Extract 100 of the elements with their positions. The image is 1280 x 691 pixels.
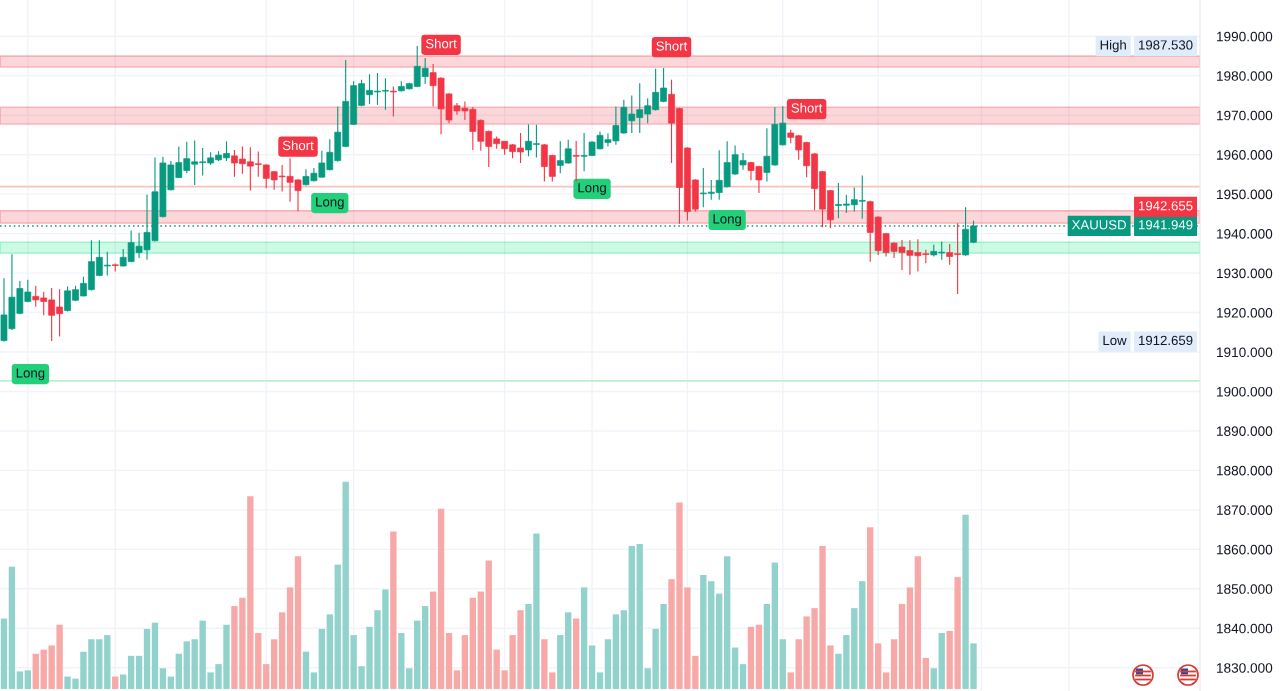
bar <box>175 653 182 689</box>
bar <box>0 618 8 689</box>
bar <box>445 633 453 689</box>
bar <box>278 612 286 689</box>
bar <box>326 614 333 689</box>
text: Long <box>16 368 45 381</box>
bar <box>890 639 898 689</box>
bar <box>167 676 175 689</box>
bar <box>588 645 596 689</box>
bar <box>263 664 270 689</box>
y-tick-label: 1860.000 <box>1217 544 1273 555</box>
text: Long <box>713 214 741 227</box>
bar <box>708 581 715 689</box>
bar <box>151 622 159 689</box>
bar <box>763 604 771 689</box>
bar <box>461 635 469 689</box>
bar <box>286 587 294 689</box>
candlestick <box>390 85 397 117</box>
y-tick-label: 1920.000 <box>1217 307 1273 318</box>
text: Short <box>656 41 688 51</box>
bar <box>437 508 445 689</box>
y-tick-label: 1950.000 <box>1217 189 1273 200</box>
bar <box>628 545 635 689</box>
bar <box>580 587 588 689</box>
y-tick-label: 1930.000 <box>1217 268 1273 279</box>
text: Long <box>316 197 344 210</box>
bar <box>755 624 763 689</box>
bar <box>485 560 492 689</box>
bar <box>469 597 477 689</box>
bar <box>612 614 620 689</box>
bar <box>310 672 318 689</box>
bar <box>596 672 604 689</box>
bar <box>135 655 143 689</box>
y-tick-label: 1960.000 <box>1217 150 1273 160</box>
y-tick-label: 1940.000 <box>1217 229 1273 239</box>
bar <box>898 604 906 689</box>
bar <box>24 670 31 689</box>
bar <box>183 641 190 689</box>
bar <box>620 610 628 689</box>
bar <box>938 633 945 689</box>
bar <box>604 639 612 689</box>
bar <box>143 628 151 689</box>
bar <box>112 676 119 689</box>
bar <box>716 593 723 689</box>
bar <box>779 639 786 689</box>
bar <box>453 670 461 689</box>
bar <box>914 556 922 689</box>
bar <box>421 606 429 689</box>
bar <box>477 591 484 689</box>
y-tick-label: 1870.000 <box>1217 505 1273 515</box>
y-tick-label: 1900.000 <box>1217 386 1273 397</box>
y-tick-label: 1890.000 <box>1217 426 1273 436</box>
y-tick-label: 1910.000 <box>1217 347 1273 358</box>
bar <box>318 628 326 689</box>
bar <box>557 635 564 689</box>
bar <box>867 527 874 689</box>
band-label: 1942.655 <box>1139 201 1193 211</box>
bar <box>270 639 278 689</box>
candlestick <box>572 140 580 183</box>
annotation: 1987.530 <box>1139 40 1193 50</box>
bar <box>8 566 16 689</box>
bar <box>16 671 24 689</box>
bar <box>731 647 739 689</box>
bar <box>874 643 882 689</box>
bar <box>723 556 731 689</box>
text: Short <box>425 38 457 49</box>
y-tick-label: 1830.000 <box>1217 663 1273 673</box>
y-tick-label: 1980.000 <box>1217 71 1273 81</box>
bar <box>334 564 341 689</box>
y-tick-label: 1970.000 <box>1217 110 1273 121</box>
bar <box>302 651 310 689</box>
bar <box>429 591 437 689</box>
bar <box>747 626 755 689</box>
bar <box>636 543 643 689</box>
bar <box>906 587 914 689</box>
annotation: High <box>1100 39 1126 53</box>
bar <box>565 612 572 689</box>
bar <box>294 556 302 689</box>
bar <box>882 672 890 689</box>
text: Short <box>791 102 823 113</box>
bar <box>771 562 779 689</box>
text: Long <box>578 183 606 195</box>
annotation: Low <box>1103 335 1127 346</box>
annotation: 1912.659 <box>1139 335 1193 346</box>
bar <box>414 620 421 689</box>
bar <box>120 674 127 689</box>
bar <box>159 668 167 689</box>
bar <box>390 531 397 689</box>
bar <box>922 657 930 689</box>
bar <box>32 653 39 689</box>
y-tick-label: 1880.000 <box>1217 465 1273 476</box>
bar <box>127 655 135 689</box>
bar <box>572 618 580 689</box>
text: Short <box>282 140 314 151</box>
bar <box>930 668 937 689</box>
y-tick-label: 1840.000 <box>1217 623 1273 634</box>
y-tick-label: 1850.000 <box>1217 584 1273 594</box>
ref-line-label: 1941.949 <box>1139 220 1193 230</box>
bar <box>739 664 747 689</box>
y-tick-label: 1990.000 <box>1217 31 1273 42</box>
